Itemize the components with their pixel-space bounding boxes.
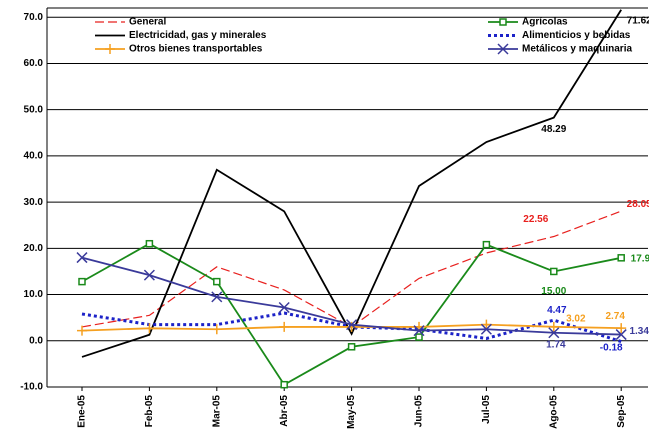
marker (413, 325, 425, 337)
x-tick-label: Mar-05 (211, 395, 222, 428)
x-tick-label: Abr-05 (279, 395, 290, 427)
legend-label: Agrícolas (522, 17, 568, 28)
marker (548, 327, 560, 339)
marker (347, 343, 356, 351)
x-tick-label: Jul-05 (481, 395, 492, 424)
x-tick-label: Ene-05 (77, 395, 88, 428)
marker (499, 18, 507, 26)
y-tick-label: 20.0 (24, 243, 44, 254)
data-label: 22.56 (523, 214, 548, 225)
y-tick-label: 40.0 (24, 151, 44, 162)
series: 48.29 71.62 (81, 9, 649, 358)
data-label: 71.62 (627, 15, 649, 26)
y-tick-label: 10.0 (24, 289, 44, 300)
marker (213, 277, 221, 286)
marker (144, 323, 155, 334)
data-label: 3.02 (566, 313, 586, 324)
marker (497, 43, 509, 55)
legend-label: Otros bienes transportables (129, 44, 263, 55)
marker (278, 301, 290, 314)
marker (78, 277, 86, 286)
y-tick-label: 0.0 (29, 335, 43, 346)
legend-label: Electricidad, gas y minerales (129, 30, 267, 41)
series: 1.74 1.34 (76, 252, 649, 350)
legend-label: Metálicos y maquinaria (522, 44, 632, 55)
data-label: -0.18 (600, 342, 623, 353)
marker (211, 291, 223, 303)
marker (481, 319, 492, 330)
line (81, 9, 622, 358)
marker (105, 44, 115, 54)
line (81, 242, 622, 386)
series: 3.02 2.74 (77, 311, 627, 336)
y-tick-label: 30.0 (24, 197, 44, 208)
marker (480, 323, 492, 335)
y-tick-label: 60.0 (24, 58, 44, 69)
marker (615, 329, 627, 341)
x-tick-label: Ago-05 (548, 395, 559, 429)
marker (280, 380, 288, 389)
marker (415, 333, 423, 341)
marker (145, 239, 154, 248)
data-label: 17.95 (631, 253, 649, 264)
series: 15.00 17.95 (78, 239, 649, 389)
legend-label: General (129, 17, 166, 28)
y-tick-label: -10.0 (20, 382, 43, 393)
x-tick-label: Sep-05 (616, 395, 627, 428)
marker (346, 319, 358, 331)
legend-label: Alimenticios y bebidas (522, 30, 631, 41)
data-label: 2.74 (605, 311, 625, 322)
marker (211, 324, 222, 335)
y-tick-label: 70.0 (24, 12, 44, 23)
marker (617, 254, 625, 262)
x-tick-label: May-05 (346, 395, 357, 429)
y-tick-label: 50.0 (24, 104, 44, 115)
x-tick-label: Feb-05 (144, 395, 155, 428)
data-label: 48.29 (541, 124, 566, 135)
line (81, 210, 622, 328)
x-tick-label: Jun-05 (414, 395, 425, 428)
marker (616, 323, 627, 334)
marker (482, 240, 491, 249)
marker (76, 252, 88, 264)
data-label: 15.00 (541, 286, 566, 297)
data-label: 4.47 (547, 305, 567, 316)
marker (143, 269, 155, 281)
marker (550, 267, 558, 276)
marker (77, 325, 87, 336)
marker (548, 321, 559, 332)
data-label: 1.74 (546, 339, 566, 350)
data-label: 1.34 (629, 326, 649, 337)
marker (279, 321, 290, 332)
data-label: 28.05 (627, 199, 649, 210)
